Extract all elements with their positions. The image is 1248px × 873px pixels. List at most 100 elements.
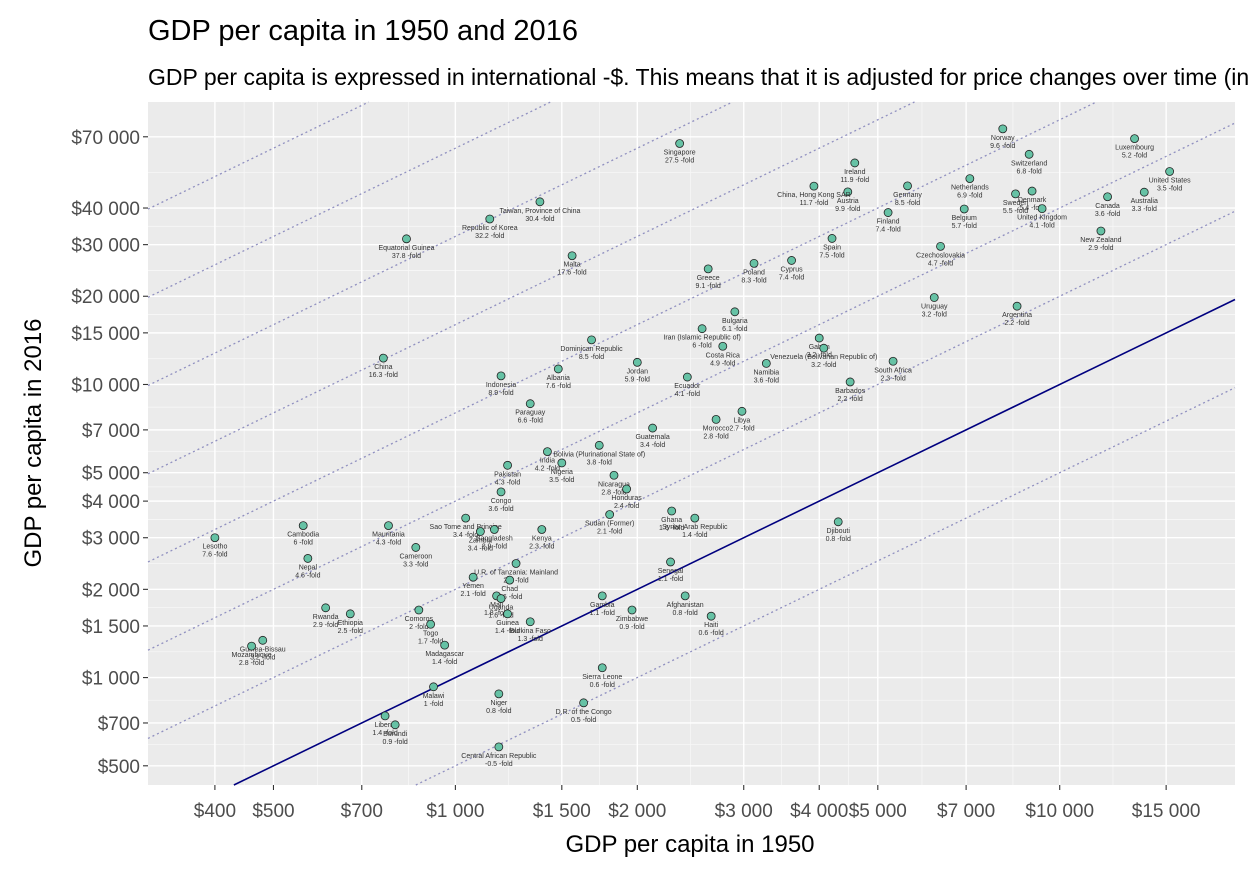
fold-label: 1.4 -fold [495, 628, 520, 635]
point-marker [827, 234, 837, 243]
country-label: Nigeria [551, 469, 573, 476]
fold-label: 1.6 -fold [659, 525, 684, 532]
fold-label: 0.9 -fold [619, 624, 644, 631]
country-label: United States [1149, 177, 1192, 184]
country-label: Gambia [590, 602, 615, 609]
fold-label: 1 -fold [424, 701, 444, 708]
fold-label: 1.6 -fold [488, 613, 513, 620]
country-label: Madagascar [425, 651, 464, 658]
country-label: Indonesia [486, 382, 516, 389]
point-marker [787, 256, 796, 265]
fold-label: 7.4 -fold [779, 274, 804, 281]
fold-label: 7.4 -fold [875, 227, 900, 234]
point-marker [627, 605, 637, 615]
grid-lines [148, 102, 1235, 785]
fold-label: 9.6 -fold [990, 143, 1015, 150]
country-label: Guinea-Bissau [240, 646, 286, 653]
point-marker [737, 406, 747, 416]
point-marker [587, 335, 596, 345]
country-label: Senegal [658, 568, 684, 575]
country-label: Djibouti [827, 528, 851, 535]
fold-label: 2.8 -fold [239, 660, 264, 667]
fold-label: 0.6 -fold [699, 630, 724, 637]
y-tick-label: $70 000 [71, 128, 140, 149]
fold-label: 1.1 -fold [658, 576, 683, 583]
country-label: Honduras [611, 495, 642, 502]
x-axis-title: GDP per capita in 1950 [565, 831, 814, 858]
fold-label: 2.9 -fold [313, 622, 338, 629]
point-marker [390, 720, 400, 730]
point-marker [429, 682, 438, 692]
country-label: Burkina Faso [510, 628, 551, 635]
fold-label: 37.8 -fold [392, 253, 421, 260]
point-marker [525, 399, 535, 409]
fold-label: 27.5 -fold [665, 158, 694, 165]
x-axis-ticks: $400 $500 $700 $1 000 $1 500 $2 000 $3 000 $4 0… [194, 785, 1200, 822]
fold-label: 5.9 -fold [625, 376, 650, 383]
country-label: Zimbabwe [616, 616, 648, 623]
x-tick-label: $3 000 [715, 801, 773, 822]
chart-title: GDP per capita in 1950 and 2016 [148, 15, 578, 47]
y-tick-label: $15 000 [71, 324, 140, 345]
country-label: Ecuador [674, 383, 701, 390]
fold-label: 6.9 -fold [957, 193, 982, 200]
fold-label: 5.5 -fold [1003, 208, 1028, 215]
country-point: Sudan (Former)2.1 -fold [585, 510, 634, 536]
fold-label: 3.2 -fold [250, 654, 275, 661]
country-label: Zambia [469, 538, 492, 545]
country-point: Iran (Islamic Republic of)6 -fold [663, 324, 741, 350]
country-label: Bulgaria [722, 318, 748, 325]
x-tick-label: $4 000 [790, 801, 848, 822]
point-marker [1096, 226, 1106, 236]
point-marker [579, 698, 589, 708]
fold-label: 0.8 -fold [673, 610, 698, 617]
point-marker [553, 364, 563, 374]
country-label: Dominican Republic [560, 346, 623, 353]
fold-label: 3.6 -fold [754, 377, 779, 384]
equal-gdp-line [233, 298, 1236, 786]
country-label: Bolivia (Plurinational State of) [553, 451, 645, 458]
point-marker [1027, 186, 1037, 196]
country-label: Togo [423, 630, 438, 637]
country-label: Uganda [489, 605, 514, 612]
country-label: Gabon [809, 344, 830, 351]
fold-label: 16.3 -fold [369, 372, 398, 379]
country-label: Norway [991, 135, 1015, 142]
point-marker [411, 543, 421, 552]
country-label: Sao Tome and Principe [430, 524, 502, 531]
point-marker [567, 251, 577, 261]
point-marker [666, 557, 675, 567]
country-point: Venezuela (Bolivarian Republic of)3.2 -f… [770, 343, 877, 369]
y-tick-label: $500 [98, 757, 140, 778]
fold-label: 1.8 -fold [484, 610, 509, 617]
country-label: Canada [1095, 203, 1120, 210]
fold-label: 2.8 -fold [601, 489, 626, 496]
fold-label: 2.7 -fold [729, 425, 754, 432]
